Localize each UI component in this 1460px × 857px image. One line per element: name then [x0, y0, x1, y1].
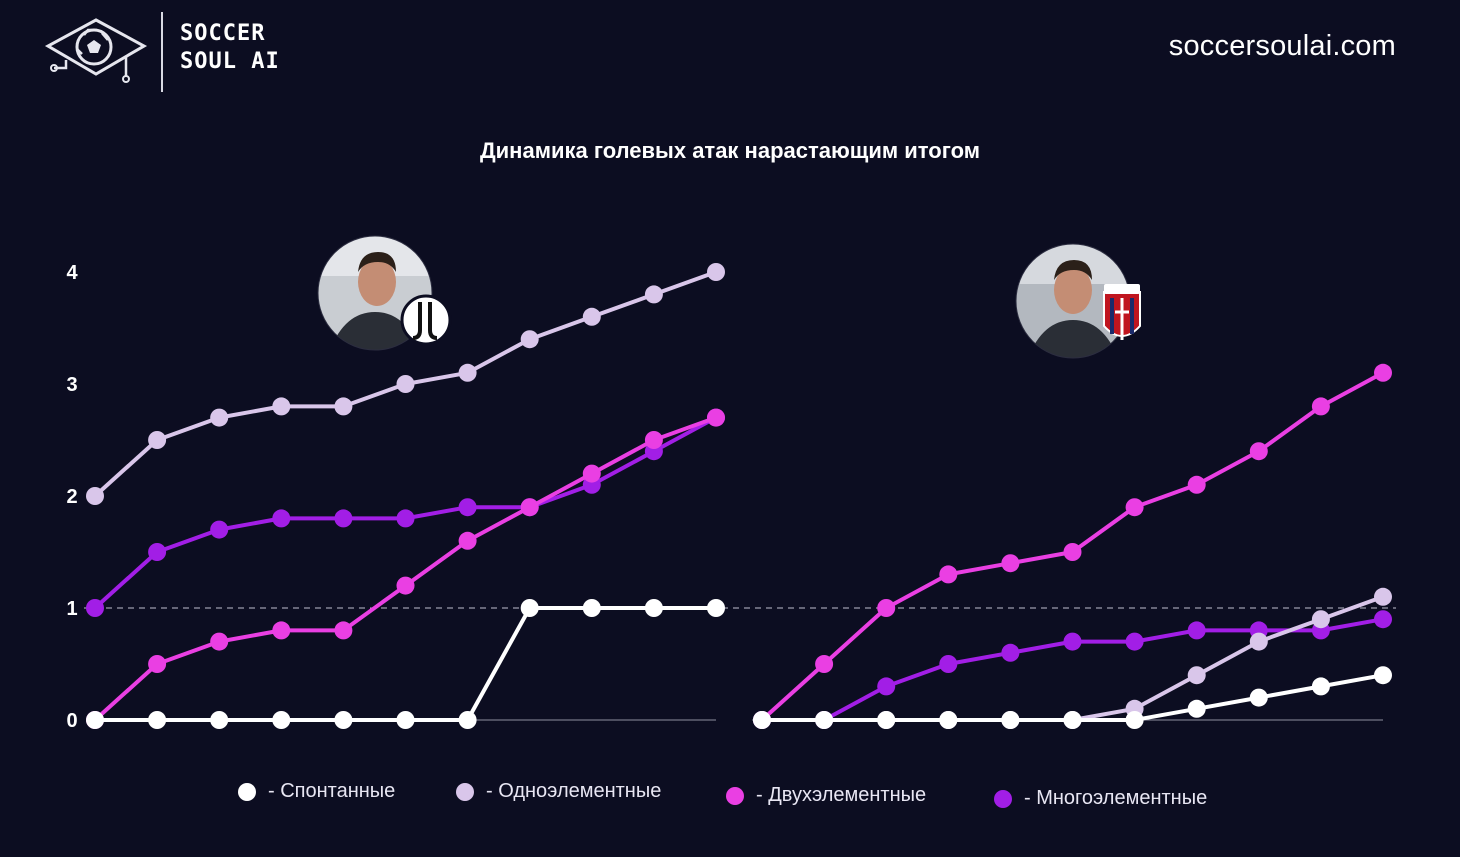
- y-tick-label: 2: [66, 486, 77, 508]
- data-point: [458, 363, 477, 382]
- data-point: [644, 431, 663, 449]
- data-point: [1001, 711, 1020, 729]
- data-point: [210, 632, 229, 651]
- data-point: [1311, 397, 1330, 416]
- series-one_element: [86, 263, 725, 505]
- data-point: [707, 599, 725, 617]
- coach-portrait-bologna: [1015, 243, 1141, 359]
- data-point: [210, 711, 229, 729]
- data-point: [815, 655, 834, 673]
- data-point: [272, 509, 291, 528]
- juventus-crest-icon: [400, 294, 452, 346]
- data-point: [1001, 554, 1020, 573]
- data-point: [1187, 699, 1206, 718]
- data-point: [1311, 677, 1330, 696]
- data-point: [1187, 621, 1206, 640]
- data-point: [458, 531, 477, 550]
- data-point: [1249, 442, 1268, 461]
- data-point: [86, 487, 104, 505]
- data-point: [458, 711, 477, 729]
- data-point: [877, 677, 896, 696]
- data-point: [707, 263, 725, 281]
- data-point: [582, 464, 601, 483]
- data-point: [1063, 711, 1082, 729]
- data-point: [707, 408, 725, 427]
- data-point: [334, 621, 353, 640]
- data-point: [1125, 498, 1144, 517]
- data-point: [1187, 666, 1206, 685]
- data-point: [210, 520, 229, 539]
- series-spontaneous: [753, 666, 1392, 729]
- data-point: [396, 576, 415, 595]
- data-point: [458, 498, 477, 517]
- data-point: [148, 431, 167, 449]
- data-point: [1001, 643, 1020, 662]
- data-point: [520, 599, 539, 617]
- coach-portrait-juventus: [317, 235, 452, 351]
- data-point: [1187, 475, 1206, 494]
- logo-divider: [161, 12, 163, 92]
- data-point: [520, 330, 539, 349]
- series-two_element: [753, 363, 1392, 729]
- data-point: [396, 375, 415, 393]
- brand-logo: SOCCER SOUL AI: [44, 12, 314, 96]
- data-point: [582, 307, 601, 326]
- y-axis: 0 1 2 3 4: [66, 262, 78, 732]
- data-point: [939, 565, 958, 584]
- data-point: [396, 509, 415, 528]
- data-point: [1249, 632, 1268, 651]
- series-layer: [86, 263, 1392, 729]
- data-point: [1374, 363, 1392, 382]
- data-point: [1063, 632, 1082, 651]
- bologna-crest-icon: [1103, 284, 1141, 340]
- data-point: [753, 711, 771, 729]
- data-point: [1063, 543, 1082, 561]
- data-point: [1374, 610, 1392, 629]
- data-point: [644, 599, 663, 617]
- data-point: [520, 498, 539, 517]
- y-tick-label: 3: [66, 374, 77, 396]
- data-point: [272, 711, 291, 729]
- data-point: [815, 711, 834, 729]
- data-point: [148, 543, 167, 561]
- series-line: [93, 415, 718, 722]
- data-point: [1249, 688, 1268, 707]
- series-line: [93, 606, 718, 722]
- data-point: [939, 711, 958, 729]
- data-point: [1125, 711, 1144, 729]
- data-point: [939, 655, 958, 673]
- brand-line-1: SOCCER: [180, 21, 266, 46]
- data-point: [1311, 610, 1330, 629]
- data-point: [148, 711, 167, 729]
- data-point: [272, 397, 291, 416]
- soccer-ball-cap-icon: [44, 18, 148, 83]
- data-point: [148, 655, 167, 673]
- y-tick-label: 0: [66, 710, 77, 732]
- brand-line-2: SOUL AI: [180, 49, 280, 74]
- data-point: [582, 599, 601, 617]
- data-point: [877, 711, 896, 729]
- data-point: [210, 408, 229, 427]
- site-url[interactable]: soccersoulai.com: [1168, 30, 1396, 62]
- data-point: [334, 509, 353, 528]
- data-point: [272, 621, 291, 640]
- data-point: [1374, 587, 1392, 606]
- series-two_element: [86, 408, 725, 729]
- data-point: [334, 711, 353, 729]
- y-tick-label: 1: [66, 598, 77, 620]
- chart-title: Динамика голевых атак нарастающим итогом: [479, 138, 981, 163]
- data-point: [86, 599, 104, 617]
- series-spontaneous: [86, 599, 725, 729]
- brand-name: SOCCER SOUL AI: [180, 20, 280, 76]
- data-point: [1125, 632, 1144, 651]
- data-point: [1374, 666, 1392, 685]
- data-point: [86, 711, 104, 729]
- data-point: [396, 711, 415, 729]
- y-tick-label: 4: [66, 262, 78, 284]
- data-point: [334, 397, 353, 416]
- data-point: [877, 599, 896, 617]
- data-point: [644, 285, 663, 304]
